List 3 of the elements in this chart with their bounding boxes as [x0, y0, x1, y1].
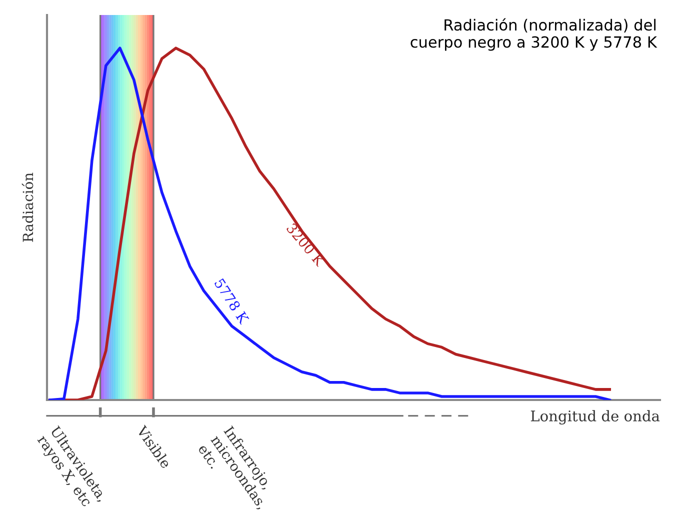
- x-axis-title: Longitud de onda: [530, 410, 660, 424]
- chart-title: Radiación (normalizada) del cuerpo negro a 3200 K y 5778 K: [410, 18, 658, 51]
- y-axis-title: Radiación: [22, 172, 34, 242]
